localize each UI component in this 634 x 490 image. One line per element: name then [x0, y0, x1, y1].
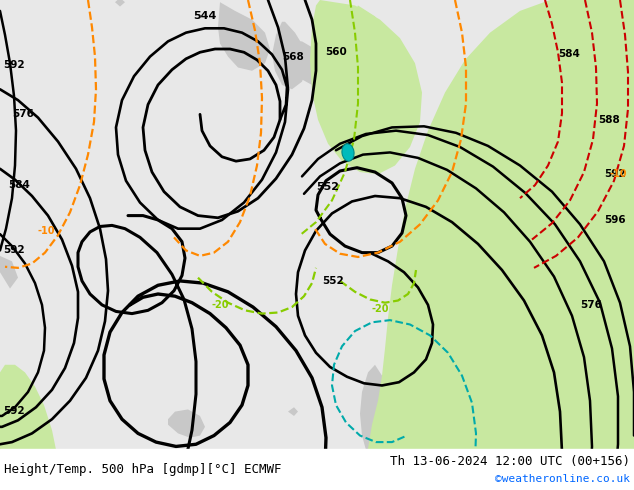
Polygon shape: [0, 403, 30, 490]
Text: ©weatheronline.co.uk: ©weatheronline.co.uk: [495, 474, 630, 484]
Text: 544: 544: [492, 479, 514, 489]
Text: 584: 584: [8, 180, 30, 190]
Polygon shape: [0, 365, 60, 490]
Text: -20: -20: [211, 300, 229, 310]
Text: 552: 552: [249, 474, 271, 484]
Text: Height/Temp. 500 hPa [gdmp][°C] ECMWF: Height/Temp. 500 hPa [gdmp][°C] ECMWF: [4, 463, 281, 476]
Polygon shape: [310, 0, 422, 174]
Polygon shape: [288, 407, 298, 416]
Text: 588: 588: [598, 115, 620, 125]
Text: -20: -20: [372, 304, 389, 314]
Polygon shape: [278, 41, 322, 85]
Text: 552: 552: [322, 276, 344, 286]
Text: -10: -10: [37, 226, 55, 236]
Text: 592: 592: [3, 406, 25, 416]
Polygon shape: [0, 403, 15, 425]
Text: 544: 544: [193, 11, 217, 21]
Text: 596: 596: [604, 215, 626, 225]
Text: 560: 560: [325, 47, 347, 57]
Polygon shape: [360, 365, 405, 490]
Polygon shape: [272, 22, 308, 89]
Text: 584: 584: [558, 49, 580, 59]
Text: 592: 592: [311, 481, 333, 490]
Polygon shape: [0, 256, 18, 289]
Bar: [0, 449, 634, 490]
Text: 584: 584: [548, 468, 570, 478]
Text: 570: 570: [605, 477, 625, 487]
Polygon shape: [370, 120, 395, 158]
Text: 576: 576: [12, 109, 34, 120]
Polygon shape: [330, 5, 372, 89]
Ellipse shape: [342, 144, 354, 161]
Text: 592: 592: [3, 60, 25, 71]
Text: 568: 568: [282, 51, 304, 62]
Polygon shape: [168, 410, 205, 438]
Text: 592: 592: [604, 169, 626, 179]
Polygon shape: [218, 2, 270, 71]
Polygon shape: [365, 0, 634, 490]
Text: -10: -10: [610, 169, 628, 179]
Polygon shape: [115, 0, 125, 6]
Polygon shape: [352, 5, 395, 68]
Text: Th 13-06-2024 12:00 UTC (00+156): Th 13-06-2024 12:00 UTC (00+156): [390, 455, 630, 468]
Polygon shape: [320, 49, 360, 85]
Text: 588: 588: [291, 462, 313, 472]
Text: 552: 552: [316, 182, 339, 192]
Text: 576: 576: [580, 300, 602, 310]
Text: 592: 592: [3, 245, 25, 255]
